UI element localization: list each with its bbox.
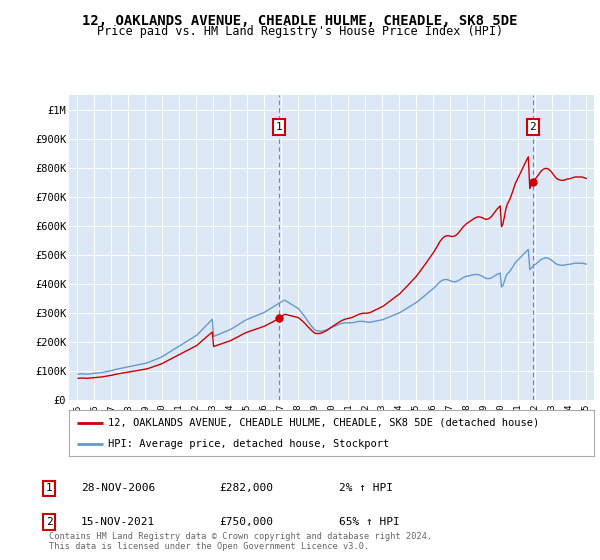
Text: Contains HM Land Registry data © Crown copyright and database right 2024.
This d: Contains HM Land Registry data © Crown c…: [49, 531, 433, 551]
Text: 12, OAKLANDS AVENUE, CHEADLE HULME, CHEADLE, SK8 5DE (detached house): 12, OAKLANDS AVENUE, CHEADLE HULME, CHEA…: [109, 418, 539, 428]
Text: 2: 2: [529, 122, 536, 132]
Text: HPI: Average price, detached house, Stockport: HPI: Average price, detached house, Stoc…: [109, 439, 389, 449]
Text: 2% ↑ HPI: 2% ↑ HPI: [339, 483, 393, 493]
Text: 1: 1: [276, 122, 283, 132]
Text: 65% ↑ HPI: 65% ↑ HPI: [339, 517, 400, 527]
Text: 12, OAKLANDS AVENUE, CHEADLE HULME, CHEADLE, SK8 5DE: 12, OAKLANDS AVENUE, CHEADLE HULME, CHEA…: [82, 14, 518, 28]
Text: Price paid vs. HM Land Registry's House Price Index (HPI): Price paid vs. HM Land Registry's House …: [97, 25, 503, 39]
Text: 2: 2: [46, 517, 53, 527]
Text: 1: 1: [46, 483, 53, 493]
Text: £282,000: £282,000: [219, 483, 273, 493]
Text: 15-NOV-2021: 15-NOV-2021: [81, 517, 155, 527]
Text: 28-NOV-2006: 28-NOV-2006: [81, 483, 155, 493]
Text: £750,000: £750,000: [219, 517, 273, 527]
